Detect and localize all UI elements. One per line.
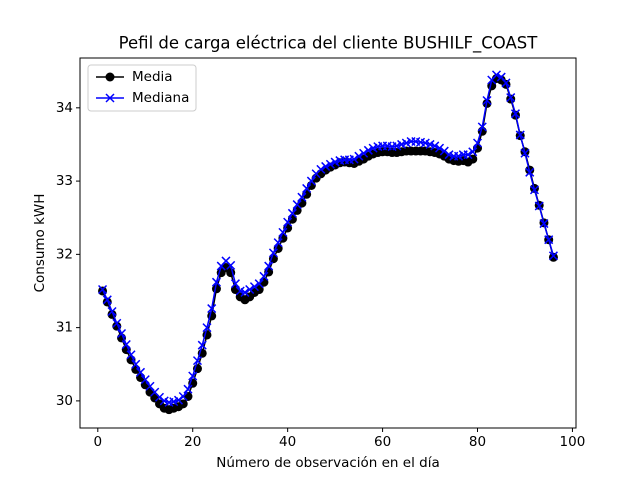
- marker: [259, 271, 269, 281]
- marker: [482, 95, 492, 106]
- marker: [283, 217, 293, 227]
- marker: [98, 284, 108, 295]
- marker: [226, 260, 236, 270]
- marker: [491, 70, 502, 80]
- marker: [117, 328, 127, 339]
- marker: [363, 145, 373, 155]
- y-tick-label: 30: [56, 393, 73, 409]
- marker: [515, 130, 525, 140]
- marker: [349, 154, 359, 164]
- marker: [131, 359, 141, 369]
- marker: [207, 304, 217, 314]
- marker: [202, 323, 212, 333]
- legend: Media Mediana: [87, 64, 197, 112]
- series: [98, 70, 558, 407]
- marker: [302, 183, 312, 193]
- marker: [548, 251, 558, 261]
- marker: [520, 148, 530, 158]
- x-tick-label: 60: [374, 434, 391, 450]
- marker: [126, 350, 136, 360]
- marker: [240, 287, 250, 297]
- x-tick-label: 20: [184, 434, 201, 450]
- marker: [321, 161, 331, 171]
- marker: [211, 277, 221, 287]
- marker: [105, 72, 115, 82]
- marker: [529, 185, 539, 195]
- marker: [496, 72, 506, 82]
- marker: [510, 109, 521, 119]
- marker: [264, 261, 274, 271]
- chart-title: Pefil de carga eléctrica del cliente BUS…: [119, 34, 539, 54]
- marker: [506, 93, 516, 103]
- y-tick-label: 31: [56, 320, 73, 336]
- marker: [268, 248, 278, 258]
- marker: [249, 282, 259, 292]
- marker: [472, 138, 483, 148]
- marker: [278, 227, 288, 237]
- marker: [544, 235, 554, 245]
- marker: [245, 284, 255, 295]
- marker: [539, 219, 549, 229]
- x-tick-label: 40: [279, 434, 296, 450]
- legend-label: Mediana: [132, 90, 189, 106]
- marker: [292, 200, 302, 210]
- marker: [525, 167, 535, 177]
- marker: [548, 252, 558, 262]
- y-axis-label: Consumo kWH: [32, 194, 48, 293]
- marker: [501, 78, 511, 88]
- y-tick-label: 34: [56, 100, 73, 116]
- marker: [107, 306, 117, 317]
- marker: [325, 159, 335, 169]
- y-tick-label: 33: [56, 173, 73, 189]
- marker: [188, 371, 198, 381]
- marker: [254, 285, 264, 295]
- plot-frame: [79, 57, 577, 429]
- marker: [287, 208, 297, 218]
- marker: [477, 122, 487, 132]
- legend-label: Media: [132, 69, 173, 85]
- marker: [121, 339, 131, 350]
- x-tick-label: 100: [560, 434, 586, 450]
- marker: [173, 395, 184, 405]
- marker: [178, 391, 188, 402]
- marker: [112, 318, 122, 328]
- marker: [468, 147, 478, 157]
- marker: [145, 381, 155, 391]
- marker: [435, 143, 445, 153]
- marker: [297, 192, 307, 202]
- marker: [534, 201, 544, 211]
- marker: [463, 150, 473, 160]
- marker: [154, 392, 165, 402]
- marker: [105, 93, 115, 103]
- marker: [102, 295, 112, 305]
- marker: [135, 367, 146, 377]
- marker: [316, 164, 326, 174]
- marker: [306, 176, 316, 186]
- marker: [183, 384, 193, 394]
- x-axis-label: Número de observación en el día: [216, 455, 439, 471]
- marker: [359, 148, 369, 158]
- marker: [140, 375, 150, 385]
- marker: [178, 399, 188, 409]
- x-tick-label: 0: [94, 434, 103, 450]
- marker: [439, 146, 449, 156]
- marker: [254, 279, 264, 289]
- x-tick-label: 80: [469, 434, 486, 450]
- marker: [197, 340, 207, 350]
- marker: [430, 141, 440, 151]
- marker: [354, 151, 364, 161]
- marker: [192, 356, 203, 366]
- marker: [230, 279, 240, 289]
- marker: [273, 238, 283, 248]
- y-tick-label: 32: [56, 246, 73, 262]
